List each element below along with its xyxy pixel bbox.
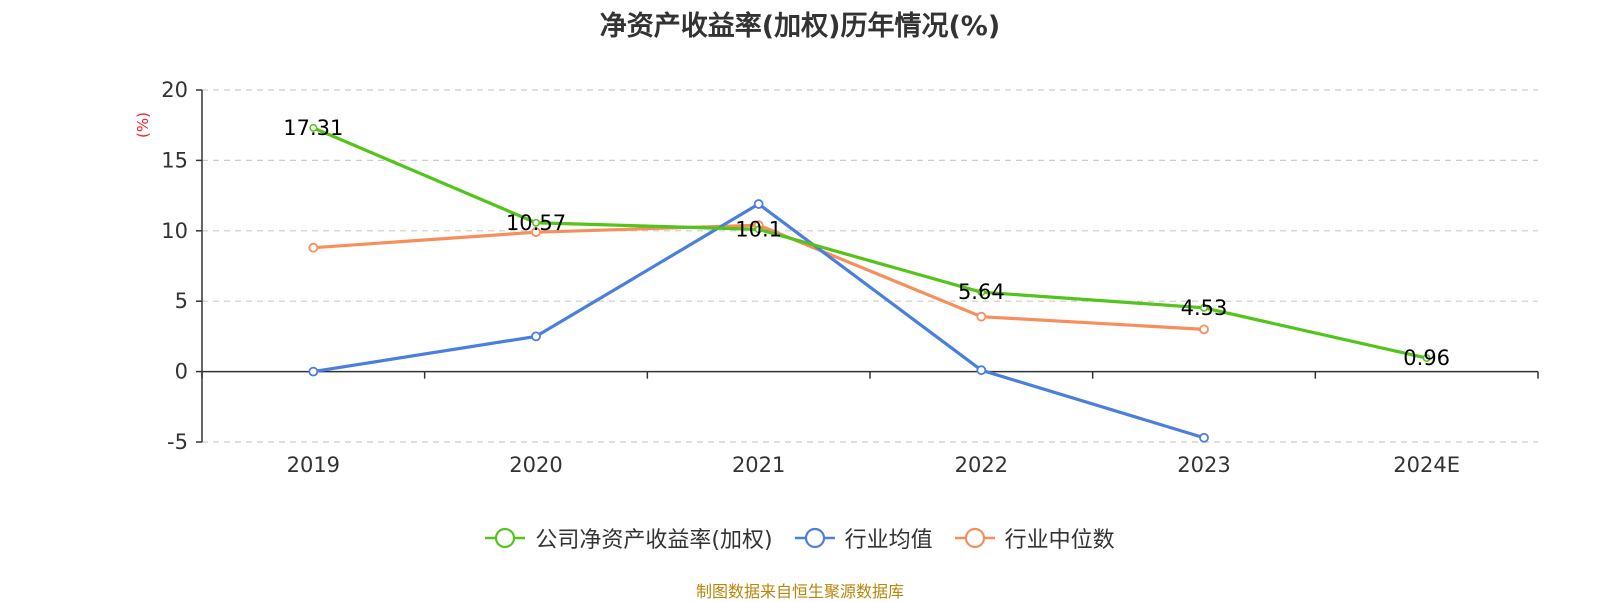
data-point: [1200, 303, 1208, 312]
series-lines: [308, 123, 1431, 443]
legend-item-2[interactable]: 行业均值: [794, 522, 933, 554]
legend-item-1[interactable]: 公司净资产收益率(加权): [485, 522, 773, 554]
x-tick-label: 2021: [732, 453, 785, 477]
x-tick-label: 2019: [287, 453, 340, 477]
x-tick-label: 2020: [509, 453, 562, 477]
y-tick-label: 10: [161, 219, 188, 243]
data-point: [531, 331, 541, 342]
series-3: [308, 220, 1209, 335]
y-tick-label: 15: [161, 148, 188, 172]
data-label: 0.96: [1403, 346, 1450, 370]
legend-item-3[interactable]: 行业中位数: [954, 522, 1115, 554]
data-point: [754, 225, 763, 234]
chart-title: 净资产收益率(加权)历年情况(%): [599, 11, 1001, 42]
data-point: [753, 199, 764, 209]
y-tick-label: 20: [161, 78, 188, 102]
data-point: [308, 366, 319, 377]
data-label: 10.57: [506, 211, 566, 235]
source-note: 制图数据来自恒生聚源数据库: [695, 582, 904, 601]
data-point: [976, 311, 987, 322]
data-label: 4.53: [1181, 296, 1228, 320]
data-point: [309, 123, 318, 132]
data-point: [1422, 354, 1431, 363]
series-1: [309, 123, 1431, 363]
y-axis-label: (%): [134, 112, 152, 138]
series-line: [312, 126, 1428, 360]
data-label: 17.31: [283, 116, 343, 140]
data-labels: 17.31 10.57 10.1 5.64 4.53 0.96: [283, 116, 1450, 370]
legend-label: 公司净资产收益率(加权): [535, 528, 773, 553]
legend-marker-icon: [954, 527, 995, 549]
x-tick-label: 2022: [955, 453, 1008, 477]
data-point: [532, 218, 540, 227]
legend-label: 行业中位数: [1004, 528, 1115, 553]
data-point: [977, 288, 986, 297]
y-tick-label: -5: [167, 430, 188, 454]
data-point: [308, 242, 319, 253]
axes: 20 15 10 5 0 -5 2019 2020 2021 2022 2023 2024E (%): [134, 78, 1539, 477]
legend-marker-icon: [794, 527, 835, 549]
data-point: [1199, 324, 1209, 335]
data-label: 10.1: [735, 217, 782, 241]
legend-label: 行业均值: [844, 528, 933, 553]
x-tick-label: 2024E: [1393, 453, 1460, 477]
data-point: [976, 365, 987, 376]
data-point: [1199, 432, 1209, 443]
y-tick-label: 5: [175, 289, 188, 313]
data-point: [531, 227, 541, 238]
x-tick-label: 2023: [1177, 453, 1230, 477]
legend-marker-icon: [485, 527, 526, 549]
y-tick-label: 0: [175, 360, 188, 384]
series-2: [308, 199, 1209, 443]
data-label: 5.64: [958, 280, 1005, 304]
legend: 公司净资产收益率(加权) 行业均值 行业中位数: [0, 520, 1600, 556]
grid-lines: [202, 89, 1538, 443]
